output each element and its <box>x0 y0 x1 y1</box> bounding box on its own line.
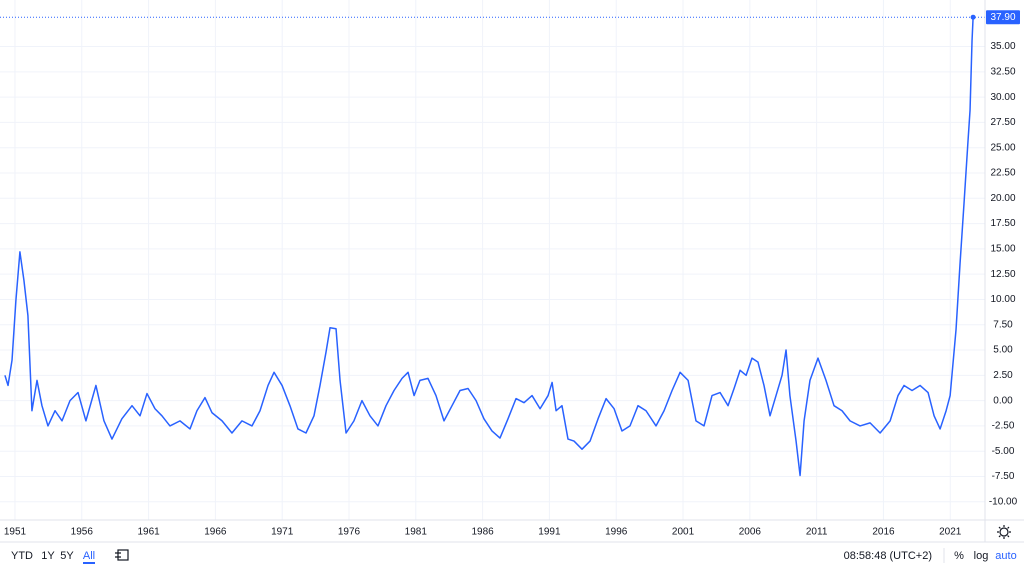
grid <box>0 0 985 520</box>
x-tick-label: 2001 <box>672 527 695 538</box>
y-tick-label: 20.00 <box>990 193 1015 204</box>
y-tick-label: 7.50 <box>993 319 1013 330</box>
x-tick-label: 2011 <box>806 527 828 538</box>
y-tick-label: 17.50 <box>990 218 1015 229</box>
y-tick-label: 12.50 <box>990 269 1015 280</box>
range-button[interactable]: All <box>83 550 95 562</box>
y-tick-label: 27.50 <box>990 117 1015 128</box>
y-tick-label: 2.50 <box>993 370 1013 381</box>
range-button[interactable]: YTD <box>11 550 33 562</box>
y-tick-label: -7.50 <box>992 471 1015 482</box>
x-tick-label: 2006 <box>739 527 762 538</box>
y-tick-label: 30.00 <box>990 92 1015 103</box>
compare-icon[interactable] <box>115 549 129 561</box>
x-tick-label: 1991 <box>538 527 561 538</box>
x-tick-label: 1986 <box>471 527 494 538</box>
x-tick-label: 2021 <box>939 527 962 538</box>
price-line <box>4 17 974 477</box>
price-tag <box>986 10 1020 25</box>
y-tick-label: 32.50 <box>990 66 1015 77</box>
settings-icon[interactable] <box>997 525 1011 539</box>
y-tick-label: 10.00 <box>990 294 1015 305</box>
x-tick-label: 1966 <box>204 527 227 538</box>
x-tick-label: 1961 <box>137 527 160 538</box>
x-tick-label: 2016 <box>872 527 895 538</box>
y-tick-label: 35.00 <box>990 41 1015 52</box>
x-tick-label: 1981 <box>405 527 428 538</box>
y-tick-label: 0.00 <box>993 395 1013 406</box>
range-button[interactable]: 1Y <box>41 550 55 562</box>
y-tick-label: -5.00 <box>992 446 1015 457</box>
range-button[interactable]: 5Y <box>60 550 74 562</box>
y-tick-label: 5.00 <box>993 345 1013 356</box>
x-tick-label: 1996 <box>605 527 628 538</box>
y-tick-label: 22.50 <box>990 168 1015 179</box>
last-point <box>970 14 976 20</box>
y-tick-label: -2.50 <box>992 421 1015 432</box>
x-tick-label: 1971 <box>271 527 294 538</box>
y-tick-label: 15.00 <box>990 244 1015 255</box>
x-tick-label: 1976 <box>338 527 361 538</box>
scale-option[interactable]: auto <box>995 550 1016 562</box>
y-tick-label: 25.00 <box>990 142 1015 153</box>
x-tick-label: 1956 <box>71 527 94 538</box>
scale-option[interactable]: % <box>954 550 964 562</box>
y-tick-label: -10.00 <box>989 496 1018 507</box>
plot <box>0 16 985 477</box>
scale-option[interactable]: log <box>974 550 989 562</box>
price-tag-label: 37.90 <box>990 12 1015 23</box>
clock: 08:58:48 (UTC+2) <box>844 550 932 562</box>
x-tick-label: 1951 <box>4 527 27 538</box>
